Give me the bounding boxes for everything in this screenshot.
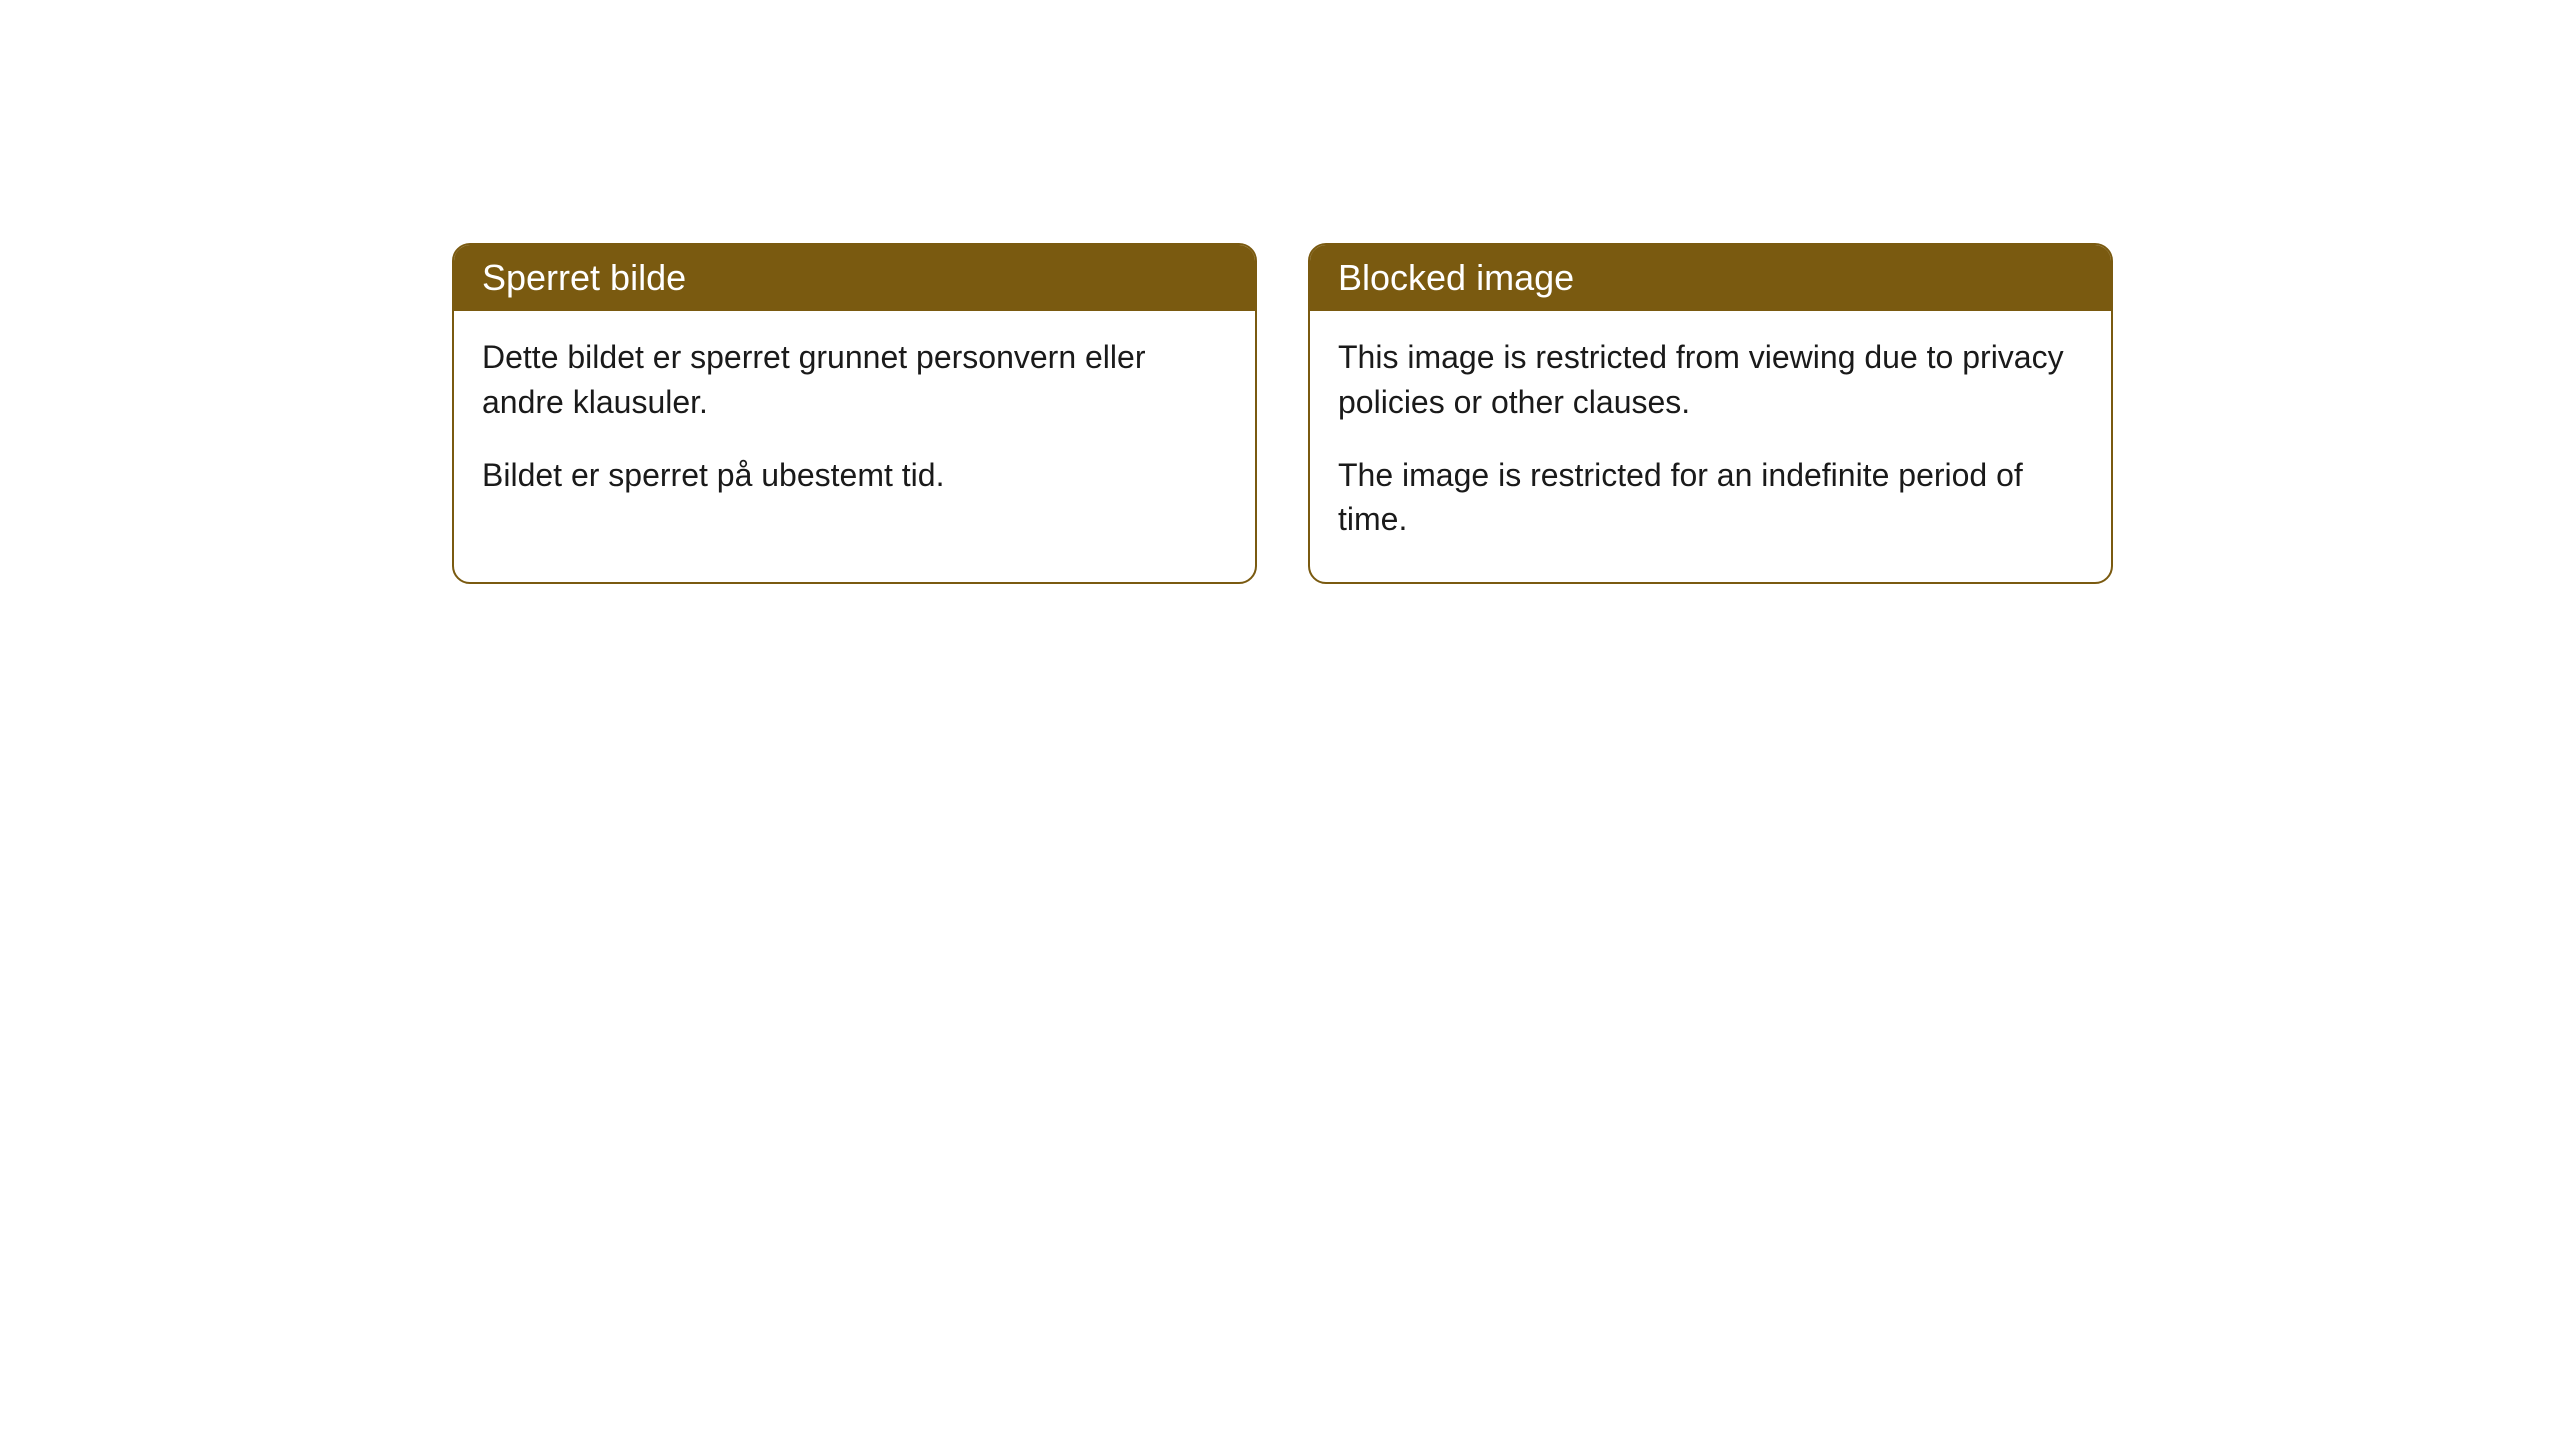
card-norwegian: Sperret bilde Dette bildet er sperret gr… (452, 243, 1257, 584)
card-english: Blocked image This image is restricted f… (1308, 243, 2113, 584)
card-paragraph-2-english: The image is restricted for an indefinit… (1338, 453, 2083, 543)
card-title-english: Blocked image (1338, 257, 1574, 298)
card-paragraph-2-norwegian: Bildet er sperret på ubestemt tid. (482, 453, 1227, 498)
card-header-english: Blocked image (1310, 245, 2111, 311)
card-paragraph-1-norwegian: Dette bildet er sperret grunnet personve… (482, 335, 1227, 425)
card-body-english: This image is restricted from viewing du… (1310, 311, 2111, 582)
card-title-norwegian: Sperret bilde (482, 257, 686, 298)
card-body-norwegian: Dette bildet er sperret grunnet personve… (454, 311, 1255, 537)
cards-container: Sperret bilde Dette bildet er sperret gr… (452, 243, 2113, 584)
card-paragraph-1-english: This image is restricted from viewing du… (1338, 335, 2083, 425)
card-header-norwegian: Sperret bilde (454, 245, 1255, 311)
